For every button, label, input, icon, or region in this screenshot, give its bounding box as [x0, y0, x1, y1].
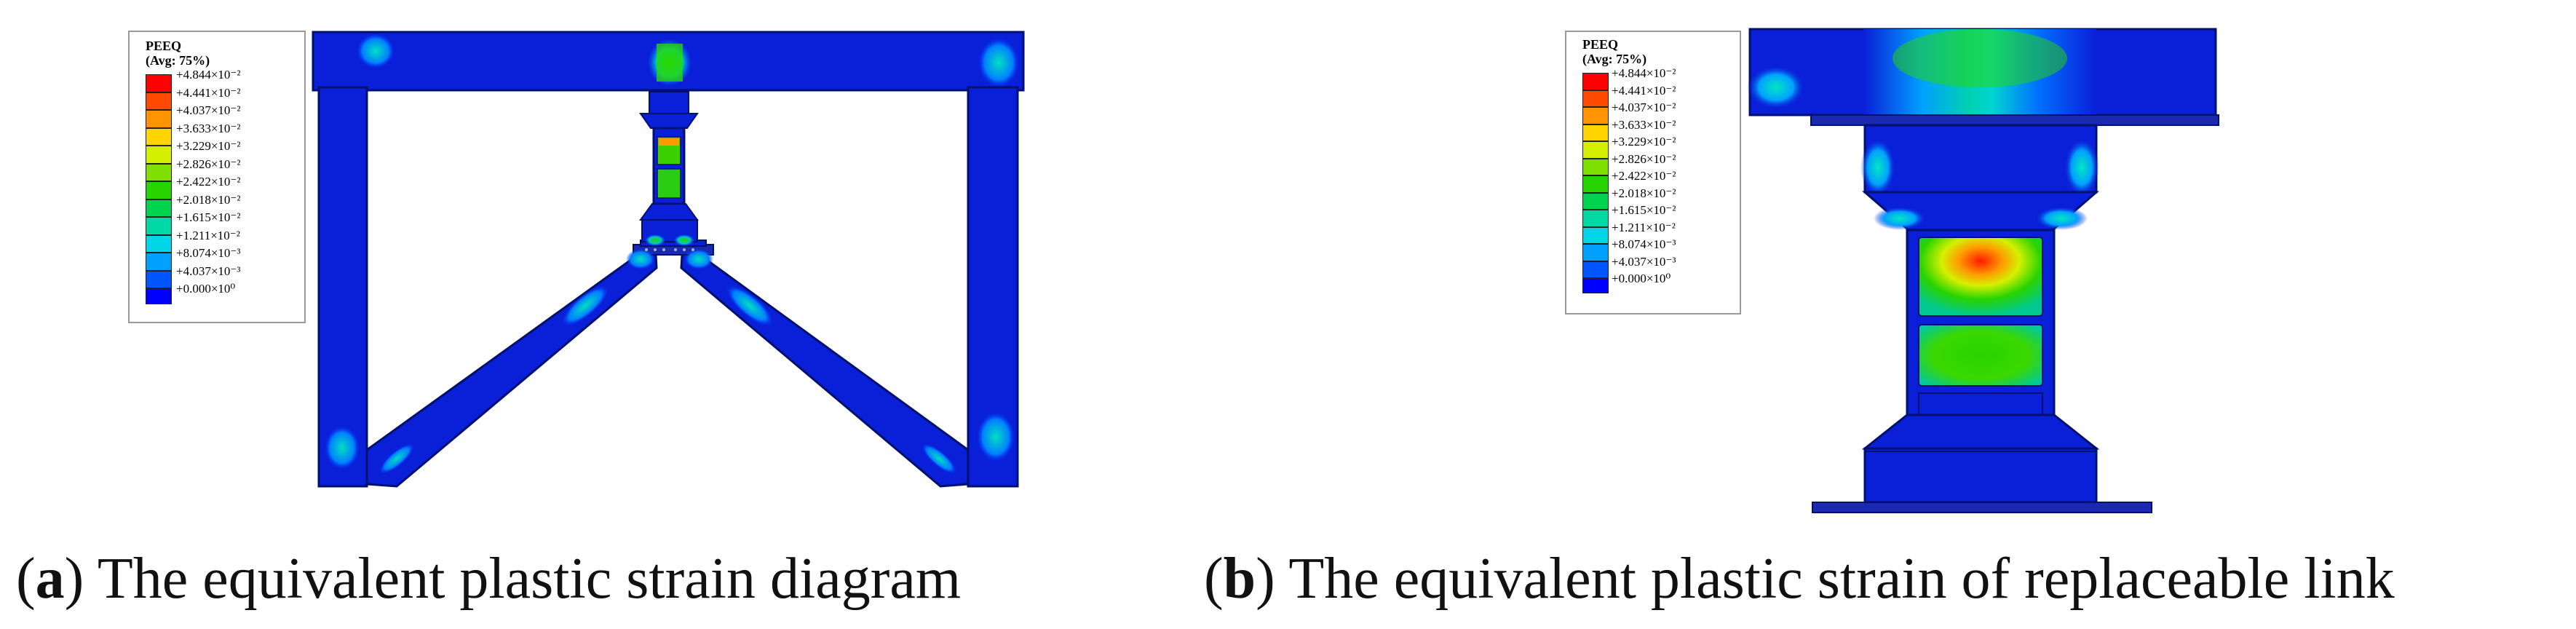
legend-b-label: +0.000×10⁰ — [1612, 272, 1671, 285]
frame-structure-diagram — [312, 31, 1025, 488]
legend-a-swatch — [146, 110, 172, 128]
legend-b-swatch — [1582, 226, 1609, 244]
legend-b-label: +1.211×10⁻² — [1612, 220, 1676, 234]
legend-b-swatch — [1582, 261, 1609, 278]
replaceable-link-diagram — [1747, 28, 2219, 513]
legend-b-label: +4.037×10⁻² — [1612, 100, 1676, 114]
legend-b-title: PEEQ — [1582, 37, 1619, 52]
panel-a: PEEQ (Avg: 75%) +4.844×10⁻² +4.441×10⁻² +4… — [0, 0, 1092, 611]
legend-b-subtitle: (Avg: 75%) — [1582, 52, 1647, 66]
legend-a-swatch — [146, 199, 172, 217]
legend-a-label: +2.018×10⁻² — [176, 192, 241, 207]
legend-a-label: +2.422×10⁻² — [176, 175, 241, 189]
caption-b: (b) The equivalent plastic strain of rep… — [1204, 547, 2395, 611]
legend-a-label: +1.615×10⁻² — [176, 210, 241, 224]
legend-a-label: +2.826×10⁻² — [176, 157, 241, 171]
legend-a-swatch — [146, 270, 172, 288]
legend-a-swatch — [146, 217, 172, 235]
legend-a-swatch — [146, 288, 172, 304]
legend-a-label: +4.037×10⁻³ — [176, 264, 241, 278]
legend-a-swatch — [146, 181, 172, 199]
legend-b-label: +4.844×10⁻² — [1612, 66, 1676, 80]
legend-b-label: +3.229×10⁻² — [1612, 135, 1676, 149]
legend-a-label: +1.211×10⁻² — [176, 228, 240, 242]
legend-b-swatch — [1582, 278, 1609, 293]
legend-a-swatch — [146, 146, 172, 164]
legend-a-swatch — [146, 127, 172, 146]
legend-b-label: +4.037×10⁻³ — [1612, 254, 1676, 269]
caption-b-letter: b — [1223, 547, 1256, 611]
legend-b: PEEQ (Avg: 75%) +4.844×10⁻² +4.441×10⁻² +4… — [1565, 31, 1741, 314]
legend-a-subtitle: (Avg: 75%) — [146, 53, 210, 68]
legend-b-swatch — [1582, 192, 1609, 210]
legend-a-label: +3.633×10⁻² — [176, 121, 241, 135]
legend-b-label: +8.074×10⁻³ — [1612, 237, 1676, 251]
caption-a: (a) The equivalent plastic strain diagra… — [16, 547, 962, 611]
legend-b-swatch — [1582, 107, 1609, 124]
legend-b-label: +2.018×10⁻² — [1612, 186, 1676, 200]
panel-b: PEEQ (Avg: 75%) +4.844×10⁻² +4.441×10⁻² +4… — [1204, 28, 2395, 611]
legend-a-swatch — [146, 74, 172, 92]
legend-a-title: PEEQ — [146, 39, 182, 53]
legend-b-swatch — [1582, 210, 1609, 227]
legend-a-label: +4.844×10⁻² — [176, 68, 241, 82]
caption-a-letter: a — [35, 547, 65, 611]
legend-b-swatch — [1582, 158, 1609, 175]
legend-a-label: +4.441×10⁻² — [176, 85, 241, 100]
legend-a-swatch — [146, 163, 172, 181]
legend-a-swatch — [146, 234, 172, 253]
legend-b-label: +4.441×10⁻² — [1612, 83, 1676, 98]
legend-b-swatch — [1582, 175, 1609, 193]
legend-b-swatch — [1582, 141, 1609, 159]
legend-b-swatch — [1582, 244, 1609, 261]
legend-a-label: +4.037×10⁻² — [176, 103, 241, 117]
legend-a: PEEQ (Avg: 75%) +4.844×10⁻² +4.441×10⁻² +4… — [128, 31, 306, 323]
legend-b-label: +1.615×10⁻² — [1612, 203, 1676, 217]
legend-b-swatch — [1582, 73, 1609, 90]
legend-b-label: +2.826×10⁻² — [1612, 151, 1676, 166]
legend-b-swatch — [1582, 90, 1609, 107]
legend-b-label: +3.633×10⁻² — [1612, 117, 1676, 132]
legend-a-swatch — [146, 92, 172, 110]
legend-a-label: +8.074×10⁻³ — [176, 246, 241, 260]
legend-b-label: +2.422×10⁻² — [1612, 169, 1676, 183]
caption-a-text: The equivalent plastic strain diagram — [84, 547, 962, 611]
legend-a-swatch — [146, 253, 172, 271]
legend-b-swatch — [1582, 124, 1609, 141]
legend-a-label: +3.229×10⁻² — [176, 139, 241, 153]
legend-a-label: +0.000×10⁰ — [176, 282, 236, 296]
caption-b-text: The equivalent plastic strain of replace… — [1275, 547, 2395, 611]
